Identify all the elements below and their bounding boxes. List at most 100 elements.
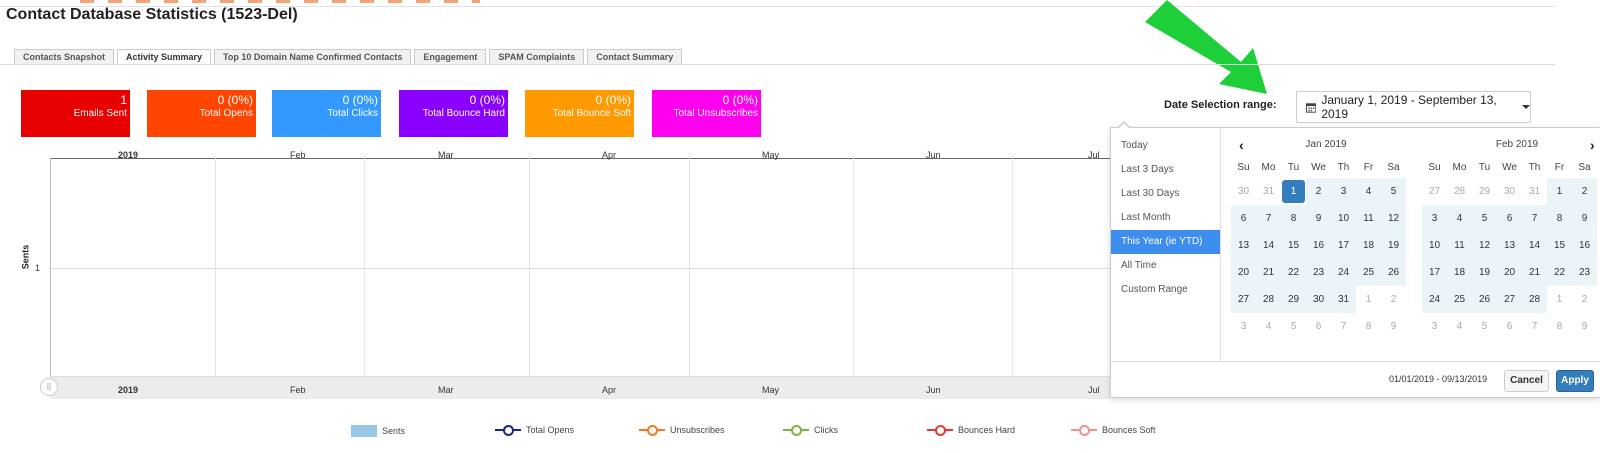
calendar-day[interactable]: 26 (1381, 259, 1406, 286)
calendar-day[interactable]: 4 (1356, 178, 1381, 205)
tab-contact-summary[interactable]: Contact Summary (587, 49, 683, 64)
calendar-day[interactable]: 25 (1356, 259, 1381, 286)
calendar-day[interactable]: 9 (1572, 205, 1597, 232)
calendar-day[interactable]: 19 (1381, 232, 1406, 259)
preset-range-item[interactable]: Today (1121, 140, 1148, 151)
calendar-day[interactable]: 13 (1497, 232, 1522, 259)
calendar-day[interactable]: 28 (1256, 286, 1281, 313)
calendar-day[interactable]: 6 (1497, 313, 1522, 340)
calendar-day[interactable]: 3 (1422, 313, 1447, 340)
calendar-day[interactable]: 27 (1497, 286, 1522, 313)
calendar-day[interactable]: 22 (1281, 259, 1306, 286)
calendar-day[interactable]: 29 (1281, 286, 1306, 313)
calendar-day[interactable]: 8 (1547, 313, 1572, 340)
calendar-day[interactable]: 24 (1422, 286, 1447, 313)
calendar-day[interactable]: 8 (1281, 205, 1306, 232)
calendar-day[interactable]: 19 (1472, 259, 1497, 286)
calendar-day[interactable]: 12 (1381, 205, 1406, 232)
calendar-day[interactable]: 21 (1522, 259, 1547, 286)
calendar-day[interactable]: 30 (1306, 286, 1331, 313)
calendar-day[interactable]: 28 (1447, 178, 1472, 205)
calendar-day[interactable]: 23 (1572, 259, 1597, 286)
calendar-day[interactable]: 4 (1447, 313, 1472, 340)
calendar-day[interactable]: 23 (1306, 259, 1331, 286)
calendar-day[interactable]: 18 (1447, 259, 1472, 286)
legend-item[interactable]: Clicks (783, 425, 838, 436)
calendar-day[interactable]: 9 (1306, 205, 1331, 232)
legend-item[interactable]: Unsubscribes (639, 425, 725, 436)
calendar-day[interactable]: 2 (1572, 178, 1597, 205)
calendar-day[interactable]: 25 (1447, 286, 1472, 313)
date-range-button[interactable]: January 1, 2019 - September 13, 2019 (1296, 91, 1531, 123)
calendar-day[interactable]: 15 (1547, 232, 1572, 259)
calendar-day[interactable]: 20 (1231, 259, 1256, 286)
calendar-day[interactable]: 6 (1231, 205, 1256, 232)
calendar-day[interactable]: 9 (1381, 313, 1406, 340)
calendar-day[interactable]: 1 (1356, 286, 1381, 313)
cancel-button[interactable]: Cancel (1504, 370, 1549, 392)
calendar-day[interactable]: 28 (1522, 286, 1547, 313)
legend-item[interactable]: Total Opens (495, 425, 574, 436)
calendar-day[interactable]: 6 (1497, 205, 1522, 232)
calendar-day[interactable]: 29 (1472, 178, 1497, 205)
calendar-day[interactable]: 1 (1547, 178, 1572, 205)
calendar-day[interactable]: 5 (1472, 205, 1497, 232)
calendar-day[interactable]: 1 (1282, 180, 1305, 203)
calendar-day[interactable]: 3 (1331, 178, 1356, 205)
calendar-day[interactable]: 8 (1356, 313, 1381, 340)
preset-range-item[interactable]: Last 3 Days (1121, 164, 1174, 175)
calendar-day[interactable]: 5 (1472, 313, 1497, 340)
calendar-day[interactable]: 27 (1422, 178, 1447, 205)
calendar-day[interactable]: 7 (1522, 313, 1547, 340)
legend-item[interactable]: Bounces Soft (1071, 425, 1156, 436)
legend-item[interactable]: Bounces Hard (927, 425, 1015, 436)
calendar-day[interactable]: 11 (1356, 205, 1381, 232)
tab-contacts-snapshot[interactable]: Contacts Snapshot (14, 49, 115, 64)
calendar-day[interactable]: 31 (1522, 178, 1547, 205)
calendar-day[interactable]: 12 (1472, 232, 1497, 259)
calendar-day[interactable]: 16 (1306, 232, 1331, 259)
calendar-day[interactable]: 16 (1572, 232, 1597, 259)
apply-button[interactable]: Apply (1556, 370, 1594, 392)
navigator-handle[interactable]: || (40, 378, 58, 396)
calendar-day[interactable]: 4 (1447, 205, 1472, 232)
preset-range-item[interactable]: Last 30 Days (1121, 188, 1180, 199)
calendar-day[interactable]: 30 (1497, 178, 1522, 205)
calendar-day[interactable]: 9 (1572, 313, 1597, 340)
preset-range-item[interactable]: Last Month (1121, 212, 1171, 223)
calendar-day[interactable]: 6 (1306, 313, 1331, 340)
calendar-day[interactable]: 17 (1331, 232, 1356, 259)
calendar-day[interactable]: 15 (1281, 232, 1306, 259)
calendar-day[interactable]: 3 (1422, 205, 1447, 232)
calendar-day[interactable]: 2 (1381, 286, 1406, 313)
preset-range-item[interactable]: Custom Range (1121, 284, 1188, 295)
calendar-day[interactable]: 30 (1231, 178, 1256, 205)
calendar-day[interactable]: 7 (1331, 313, 1356, 340)
calendar-day[interactable]: 5 (1381, 178, 1406, 205)
tab-activity-summary[interactable]: Activity Summary (117, 49, 212, 64)
calendar-day[interactable]: 3 (1231, 313, 1256, 340)
calendar-day[interactable]: 8 (1547, 205, 1572, 232)
prev-month-icon[interactable]: ‹ (1239, 137, 1244, 153)
calendar-day[interactable]: 1 (1547, 286, 1572, 313)
calendar-day[interactable]: 2 (1572, 286, 1597, 313)
calendar-day[interactable]: 18 (1356, 232, 1381, 259)
preset-range-item[interactable]: All Time (1121, 260, 1157, 271)
navigator-strip[interactable] (50, 376, 1110, 399)
calendar-day[interactable]: 24 (1331, 259, 1356, 286)
calendar-day[interactable]: 17 (1422, 259, 1447, 286)
calendar-day[interactable]: 31 (1331, 286, 1356, 313)
calendar-day[interactable]: 14 (1522, 232, 1547, 259)
calendar-day[interactable]: 14 (1256, 232, 1281, 259)
calendar-day[interactable]: 26 (1472, 286, 1497, 313)
calendar-day[interactable]: 7 (1522, 205, 1547, 232)
preset-range-item[interactable]: This Year (ie YTD) (1111, 230, 1220, 254)
calendar-day[interactable]: 7 (1256, 205, 1281, 232)
calendar-day[interactable]: 21 (1256, 259, 1281, 286)
calendar-day[interactable]: 20 (1497, 259, 1522, 286)
calendar-day[interactable]: 4 (1256, 313, 1281, 340)
calendar-day[interactable]: 22 (1547, 259, 1572, 286)
legend-item[interactable]: Sents (351, 425, 405, 437)
calendar-day[interactable]: 2 (1306, 178, 1331, 205)
calendar-day[interactable]: 13 (1231, 232, 1256, 259)
